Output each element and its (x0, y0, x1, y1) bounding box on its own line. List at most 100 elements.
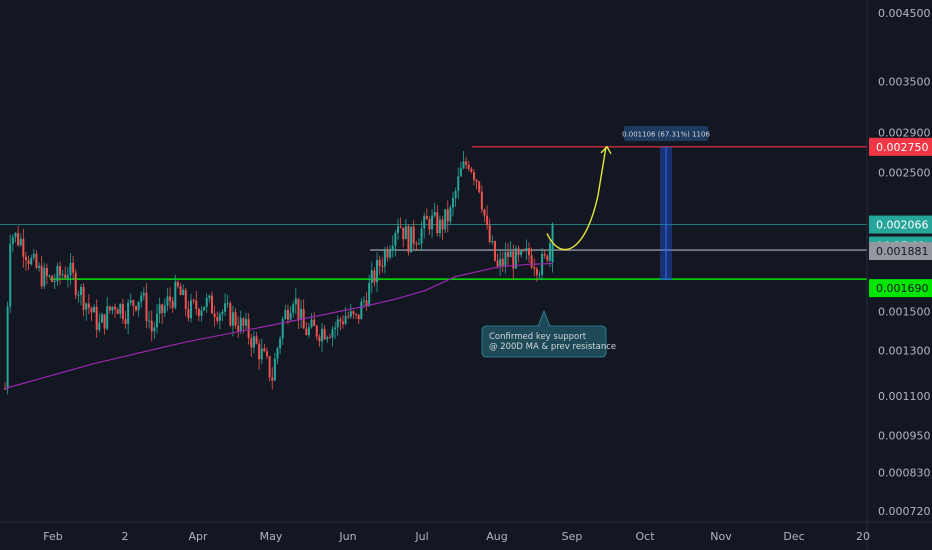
candle-body (548, 243, 551, 261)
candle-body (271, 377, 274, 381)
candle-body (347, 316, 350, 318)
candle-body (98, 322, 101, 330)
candle-body (38, 265, 41, 268)
y-tick-label: 0.004500 (878, 7, 931, 20)
candle-body (121, 304, 124, 320)
x-tick-label: 20 (856, 530, 870, 543)
candle-body (64, 274, 67, 278)
candle-body (273, 358, 276, 381)
candle-body (260, 348, 263, 360)
candle-body (245, 319, 248, 326)
y-tick-label: 0.000830 (878, 466, 931, 479)
candle-body (431, 215, 434, 230)
candle-body (137, 301, 140, 311)
candle-body (423, 215, 426, 229)
candle-body (87, 303, 90, 308)
candle-body (478, 181, 481, 192)
price-tag (869, 242, 932, 261)
candle-body (119, 304, 122, 314)
candle-body (250, 338, 253, 348)
candle-body (368, 282, 371, 307)
x-tick-label: Jul (414, 530, 428, 543)
candle-body (404, 226, 407, 240)
candle-body (114, 306, 117, 310)
y-tick-label: 0.001500 (878, 306, 931, 319)
candle-body (491, 241, 494, 243)
candle-body (82, 286, 85, 310)
candle-body (108, 306, 111, 311)
candle-body (352, 311, 355, 314)
x-tick-label: Sep (562, 530, 583, 543)
plot-area[interactable]: 0.001106 (67.31%) 1106 Confirmed key supp… (0, 126, 867, 395)
projection-curve[interactable] (546, 146, 607, 251)
candle-body (436, 212, 439, 234)
candle-body (410, 226, 413, 253)
candle-body (148, 320, 151, 322)
price-tag-label: 0.001690 (876, 282, 929, 295)
x-tick-label: 2 (122, 530, 129, 543)
candle-body (150, 320, 153, 332)
candle-body (158, 304, 161, 314)
candle-body (100, 314, 103, 323)
candle-body (328, 337, 331, 339)
candle-body (433, 212, 436, 216)
candle-body (520, 250, 523, 256)
candle-body (341, 321, 344, 325)
candle-body (182, 289, 185, 296)
candle-body (142, 292, 145, 296)
candle-body (402, 227, 405, 240)
annotation-text-line: @ 200D MA & prev resistance (489, 342, 616, 352)
candle-body (6, 306, 9, 389)
candle-body (79, 286, 82, 295)
candle-body (221, 311, 224, 315)
candle-body (397, 226, 399, 233)
candle-body (14, 232, 17, 238)
candle-body (499, 258, 502, 267)
candle-body (224, 303, 227, 312)
candle-body (475, 179, 478, 182)
candle-body (373, 270, 376, 283)
candle-body (294, 298, 297, 305)
candle-body (176, 281, 179, 287)
candle-body (169, 296, 172, 301)
candle-body (381, 266, 384, 268)
candle-body (533, 267, 536, 269)
candle-body (310, 319, 313, 328)
price-axis[interactable]: 0.004500 0.003500 0.002900 0.002500 0.001500… (878, 7, 931, 518)
price-tag (869, 279, 932, 298)
candle-body (459, 168, 462, 177)
candle-body (376, 259, 379, 283)
candle-body (66, 275, 69, 278)
candle-body (488, 225, 491, 242)
ma-200d-line[interactable] (4, 262, 553, 390)
candle-body (470, 168, 473, 173)
candle-body (313, 319, 316, 326)
candle-body (77, 294, 80, 296)
candle-body (394, 232, 397, 246)
candle-body (318, 336, 321, 342)
candle-body (528, 248, 530, 256)
measure-label-box (624, 126, 708, 141)
price-tag-label: 0.002750 (876, 141, 929, 154)
candle-body (226, 303, 229, 305)
candle-body (483, 209, 486, 216)
candle-body (446, 209, 449, 222)
candle-body (116, 309, 119, 314)
candle-body (56, 266, 59, 282)
candle-body (386, 250, 389, 258)
candle-body (155, 313, 158, 328)
candle-body (465, 161, 468, 165)
candle-body (4, 388, 6, 390)
candle-body (462, 161, 465, 169)
candle-body (234, 312, 237, 326)
x-tick-label: Nov (710, 530, 732, 543)
candle-body (530, 255, 533, 268)
candle-body (195, 300, 198, 310)
candle-body (307, 327, 310, 335)
candle-body (161, 304, 164, 314)
candle-body (213, 313, 216, 318)
time-axis[interactable]: Feb 2 Apr May Jun Jul Aug Sep Oct Nov Dec 20 (43, 530, 870, 543)
candle-body (472, 172, 475, 180)
